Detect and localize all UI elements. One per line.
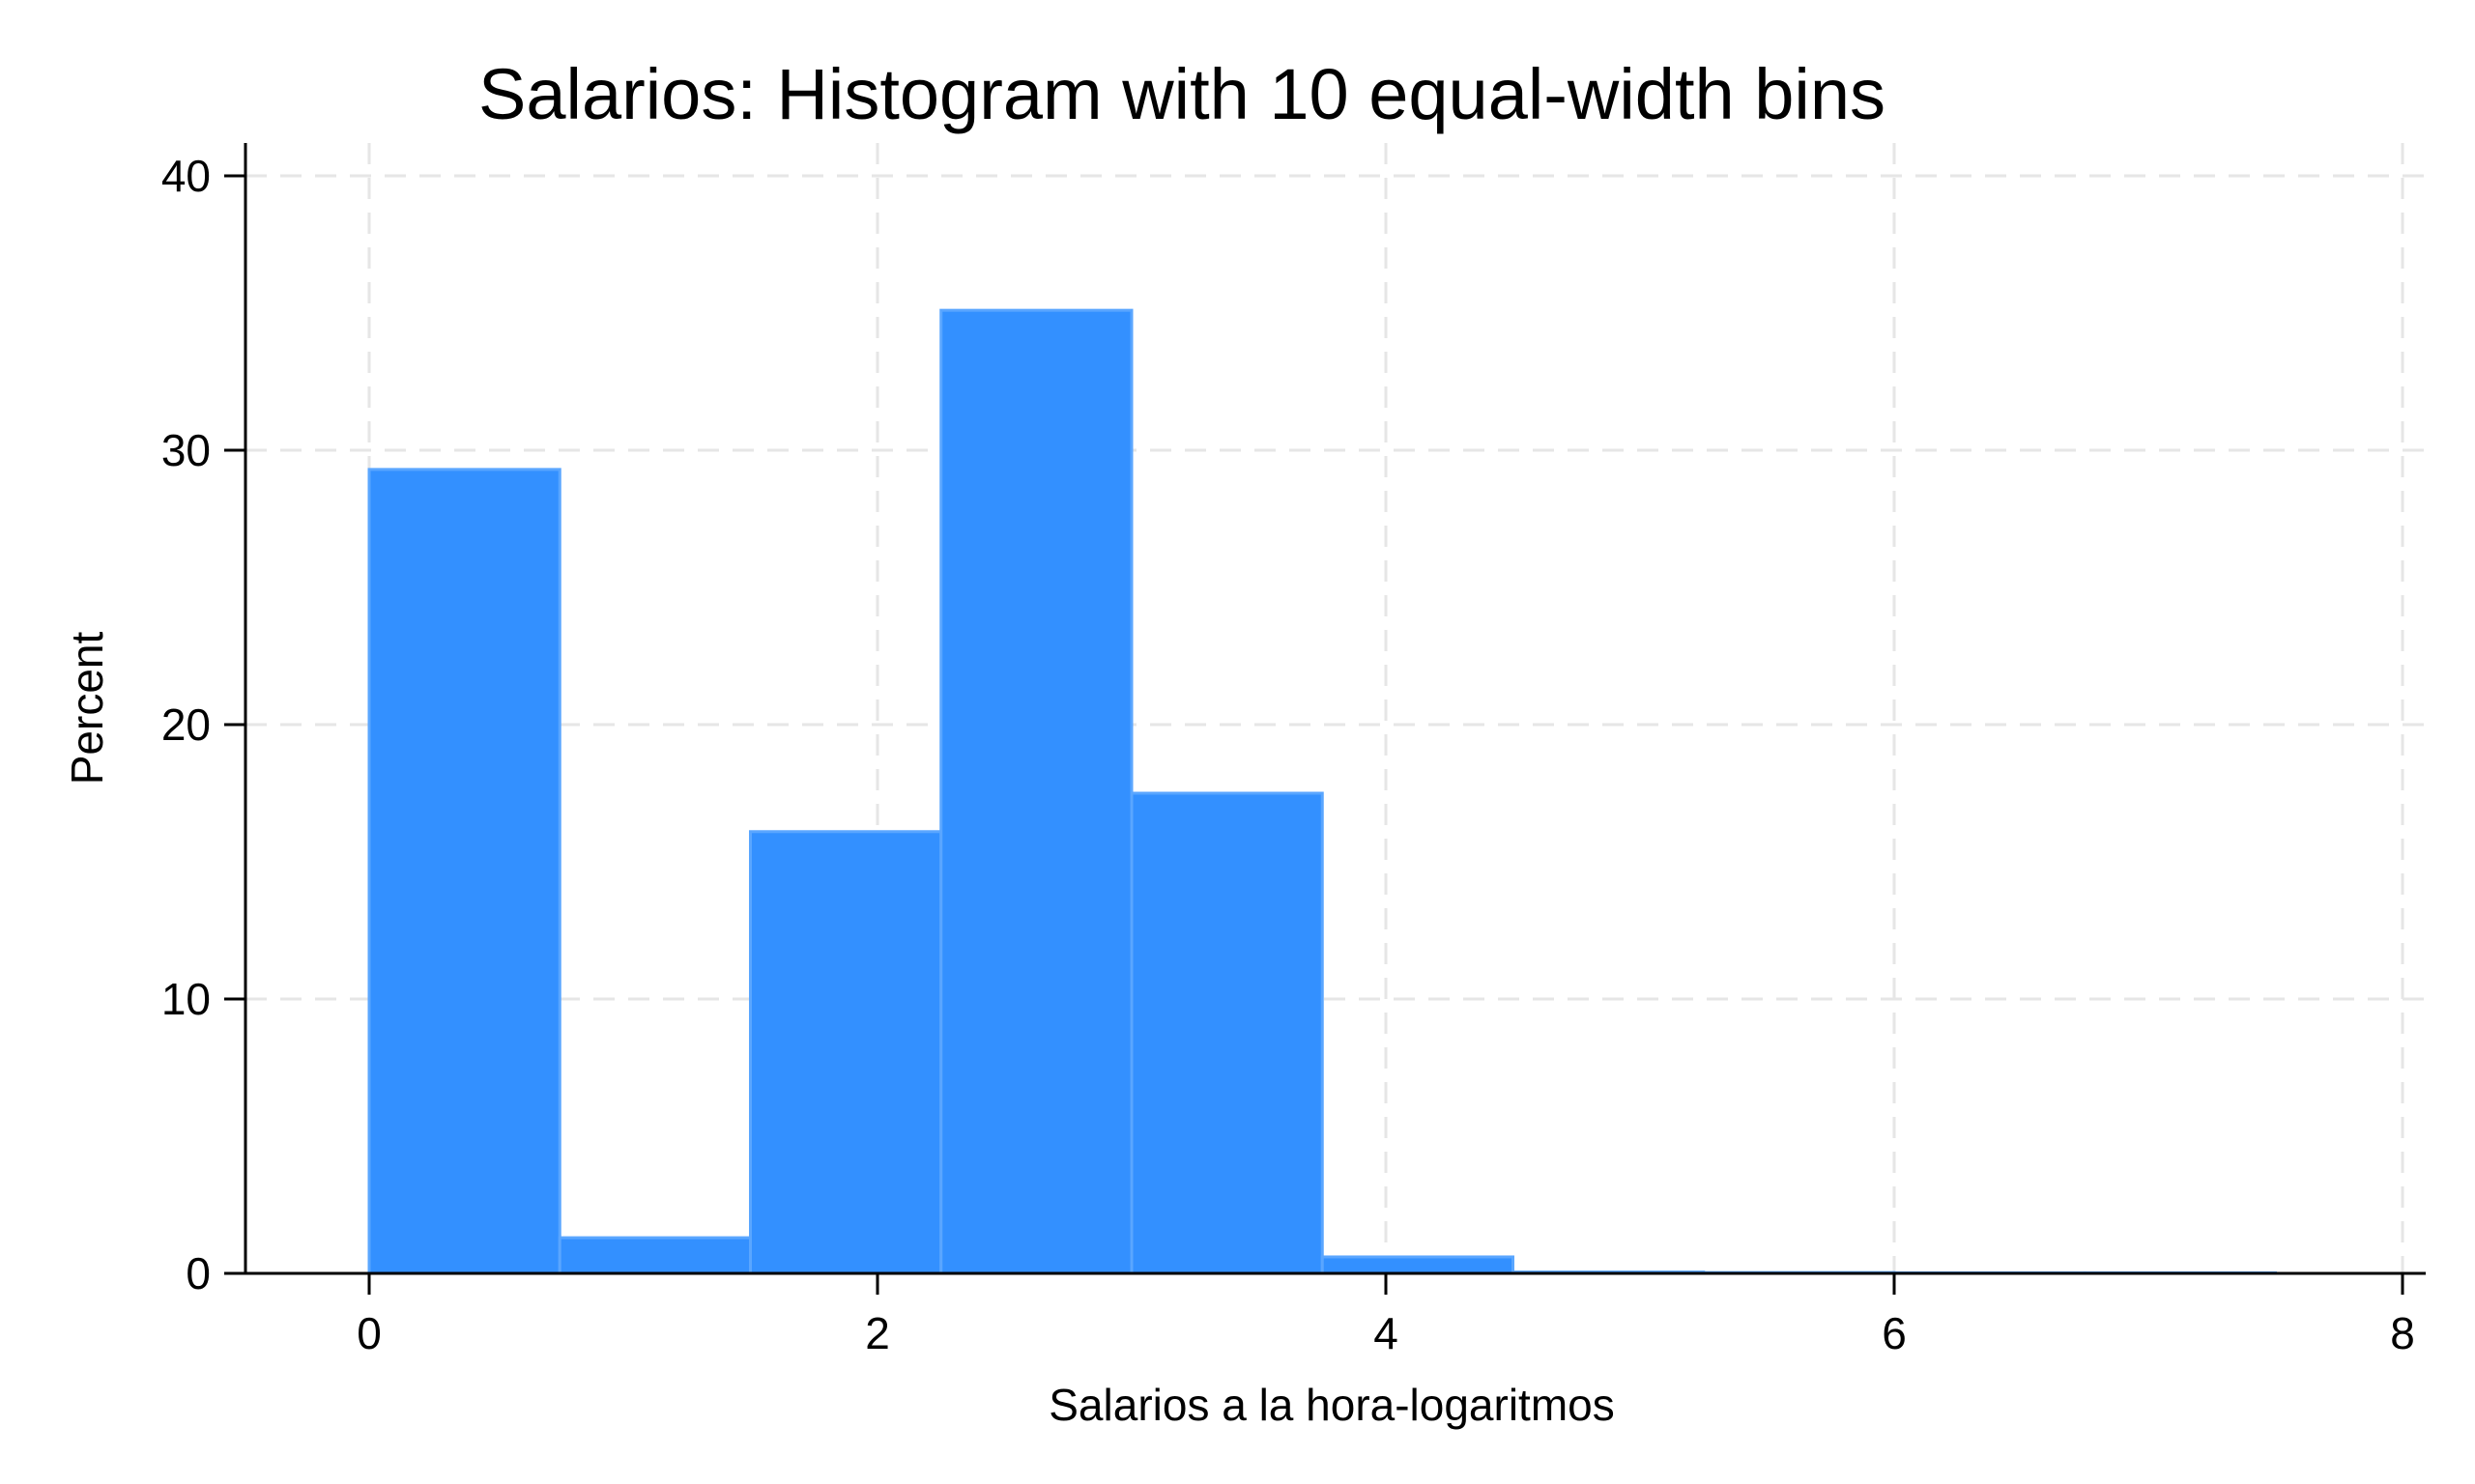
y-tick-label: 0 <box>186 1248 211 1298</box>
y-axis-label: Percent <box>62 632 112 785</box>
histogram-bar-3 <box>749 830 943 1275</box>
x-axis-label: Salarios a la hora-logaritmos <box>1049 1380 1615 1430</box>
histogram-bar-2 <box>558 1236 752 1275</box>
y-tick-label: 40 <box>161 151 211 201</box>
x-tick-label: 6 <box>1882 1308 1907 1358</box>
axis-ticks: 0 10 20 30 40 0 2 4 6 8 <box>161 151 2415 1358</box>
chart-title: Salarios: Histogram with 10 equal-width … <box>478 54 1885 134</box>
histogram-bar-4 <box>939 308 1134 1275</box>
histogram-bar-5 <box>1130 791 1324 1275</box>
axes <box>244 143 2426 1275</box>
grid-lines <box>245 143 2426 1273</box>
histogram-bar-1 <box>367 468 561 1275</box>
histogram-bar-6 <box>1320 1255 1514 1275</box>
x-tick-label: 0 <box>357 1308 382 1358</box>
x-tick-label: 8 <box>2390 1308 2415 1358</box>
y-tick-label: 20 <box>161 699 211 750</box>
histogram-bars <box>367 308 2277 1275</box>
y-tick-label: 30 <box>161 425 211 475</box>
y-tick-label: 10 <box>161 974 211 1024</box>
x-tick-label: 2 <box>865 1308 890 1358</box>
x-tick-label: 4 <box>1373 1308 1398 1358</box>
